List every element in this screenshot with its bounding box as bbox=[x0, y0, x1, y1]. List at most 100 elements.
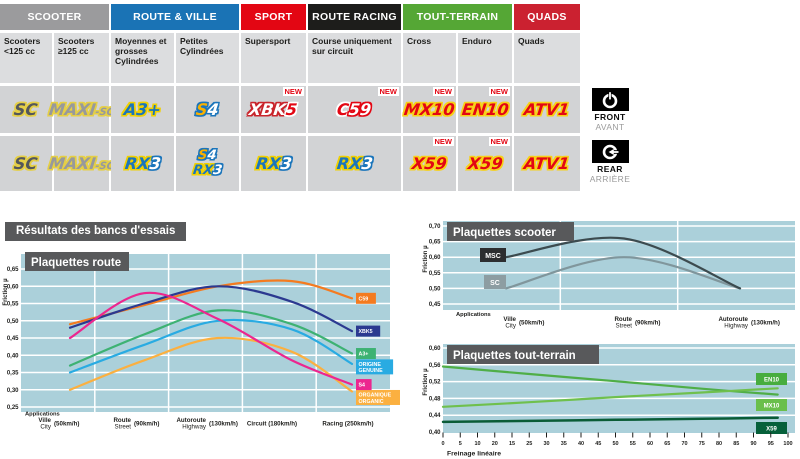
series-label-box-a3 bbox=[356, 348, 376, 360]
group-header-quads: QUADS bbox=[514, 4, 580, 30]
x-cat-label-en: Street bbox=[615, 323, 632, 330]
product-logo-atv1: ATV1 bbox=[523, 153, 571, 173]
x-cat-label-en: City bbox=[40, 424, 52, 431]
x-tick-label: 55 bbox=[630, 441, 636, 447]
series-label-x59: X59 bbox=[766, 427, 777, 433]
y-axis-title: Friction µ bbox=[423, 245, 429, 273]
x-cat-label-fr: Route bbox=[614, 316, 632, 323]
chart-title-box bbox=[25, 252, 129, 271]
x-cat-label-speed: (50km/h) bbox=[519, 320, 544, 327]
group-header-route-ville: ROUTE & VILLE bbox=[111, 4, 239, 30]
product-cell-rear-8: ATV1 bbox=[514, 136, 580, 191]
column-header-7: Enduro bbox=[458, 33, 512, 83]
product-cell-front-2: A3+ bbox=[111, 86, 174, 133]
rear-position-block: REAR ARRIÈRE bbox=[588, 140, 632, 184]
y-tick-label: 0,60 bbox=[7, 284, 19, 290]
product-logo-a3plus: A3+ bbox=[122, 99, 163, 119]
y-axis-title: Friction µ bbox=[3, 278, 9, 306]
y-tick-label: 0,35 bbox=[7, 371, 19, 377]
column-header-5: Course uniquement sur circuit bbox=[308, 33, 401, 83]
y-tick-label: 0,55 bbox=[7, 302, 19, 308]
x-tick-label: 80 bbox=[716, 441, 722, 447]
x-axis-note: Applications bbox=[456, 312, 491, 318]
product-logo-rx3: RX3 bbox=[192, 162, 224, 178]
logo-text: A3+ bbox=[122, 99, 163, 119]
x-tick-label: 45 bbox=[595, 441, 601, 447]
series-label-mx10: MX10 bbox=[764, 404, 780, 410]
x-cat-label-fr: Ville bbox=[503, 316, 516, 323]
y-tick-label: 0,48 bbox=[429, 396, 441, 402]
logo-text: ATV1 bbox=[523, 153, 571, 173]
new-badge: NEW bbox=[488, 137, 510, 146]
front-brake-icon bbox=[591, 88, 629, 111]
product-cell-front-1: MAXI-SC bbox=[48, 86, 114, 133]
series-label-organique-organic: ORGANIQUE bbox=[359, 392, 392, 398]
x-tick-label: 5 bbox=[459, 441, 462, 447]
series-line-s4 bbox=[68, 291, 354, 386]
product-cell-rear-4: RX3 bbox=[241, 136, 306, 191]
column-header-3: Petites Cylindrées bbox=[176, 33, 239, 83]
y-tick-label: 0,70 bbox=[429, 224, 441, 230]
logo-text: SC bbox=[13, 153, 39, 173]
series-label-origine-genuine: ORIGINE bbox=[359, 362, 382, 368]
column-header-6: Cross bbox=[403, 33, 456, 83]
product-logo-rx3: RX3 bbox=[123, 153, 162, 173]
series-line-mx10 bbox=[441, 387, 779, 408]
product-logo-x59: X59 bbox=[467, 154, 504, 173]
product-logo-atv1: ATV1 bbox=[523, 100, 571, 119]
series-label-organique-organic: ORGANIC bbox=[359, 399, 384, 405]
series-line-origine-genuine bbox=[68, 318, 354, 374]
product-cell-front-4: NEW XBK5 bbox=[241, 86, 306, 133]
x-tick-label: 10 bbox=[474, 441, 480, 447]
group-header-route-racing: ROUTE RACING bbox=[308, 4, 401, 30]
y-tick-label: 0,60 bbox=[429, 255, 441, 261]
product-logo-sc: SC bbox=[13, 153, 39, 173]
y-tick-label: 0,65 bbox=[7, 267, 19, 273]
rear-brake-icon bbox=[591, 140, 629, 163]
product-logo-maxi_sc: MAXI-SC bbox=[48, 100, 115, 119]
x-cat-label-speed: (90km/h) bbox=[635, 320, 660, 327]
y-tick-label: 0,44 bbox=[429, 413, 441, 419]
x-cat-label: Racing (250km/h) bbox=[322, 421, 373, 428]
series-label-a3: A3+ bbox=[359, 352, 369, 358]
series-label-origine-genuine: GENUINE bbox=[359, 368, 384, 374]
chart-title: Plaquettes scooter bbox=[453, 227, 556, 239]
x-tick-label: 90 bbox=[750, 441, 756, 447]
new-badge: NEW bbox=[282, 87, 304, 96]
logo-text: MX10 bbox=[403, 99, 456, 119]
y-axis-title: Friction µ bbox=[423, 368, 429, 396]
x-cat-label-fr: Ville bbox=[38, 417, 51, 424]
front-label-en: FRONT bbox=[594, 112, 626, 122]
x-axis-note: Applications bbox=[25, 412, 60, 418]
y-tick-label: 0,30 bbox=[7, 388, 19, 394]
column-header-0: Scooters <125 cc bbox=[0, 33, 52, 83]
x-cat-label-speed: (130km/h) bbox=[209, 421, 238, 428]
chart-plaquettes-scooter: 0,45 0,50 0,55 0,60 0,65 0,70 Friction µ SC MSC P… bbox=[423, 221, 795, 330]
x-cat-label-speed: (50km/h) bbox=[54, 421, 79, 428]
logo-text: 3 bbox=[212, 162, 224, 178]
x-cat-label-fr: Route bbox=[113, 417, 131, 424]
y-tick-label: 0,45 bbox=[429, 302, 441, 308]
front-label-fr: AVANT bbox=[595, 122, 625, 132]
x-cat-label-en: Street bbox=[114, 424, 131, 431]
section-title: Résultats des bancs d'essais bbox=[5, 222, 187, 241]
group-header-scooter: SCOOTER bbox=[0, 4, 109, 30]
y-tick-label: 0,52 bbox=[429, 380, 441, 386]
chart-title: Plaquettes tout-terrain bbox=[453, 350, 576, 362]
product-logo-s4: S4 bbox=[195, 100, 220, 119]
chart-title: Plaquettes route bbox=[31, 257, 121, 269]
logo-text: MAXI bbox=[47, 153, 97, 173]
new-badge: NEW bbox=[432, 87, 454, 96]
logo-text: 3 bbox=[148, 153, 162, 173]
logo-text: 4 bbox=[206, 148, 218, 164]
x-cat-label: Circuit (180km/h) bbox=[247, 421, 297, 428]
series-line-x59 bbox=[441, 416, 779, 424]
y-tick-label: 0,40 bbox=[7, 353, 19, 359]
x-tick-label: 15 bbox=[509, 441, 515, 447]
logo-text: RX bbox=[123, 153, 151, 173]
series-line-msc bbox=[504, 236, 742, 290]
series-label-box-sc bbox=[484, 275, 506, 289]
logo-text: 3 bbox=[360, 153, 374, 173]
x-tick-label: 95 bbox=[768, 441, 774, 447]
y-tick-label: 0,40 bbox=[429, 430, 441, 436]
